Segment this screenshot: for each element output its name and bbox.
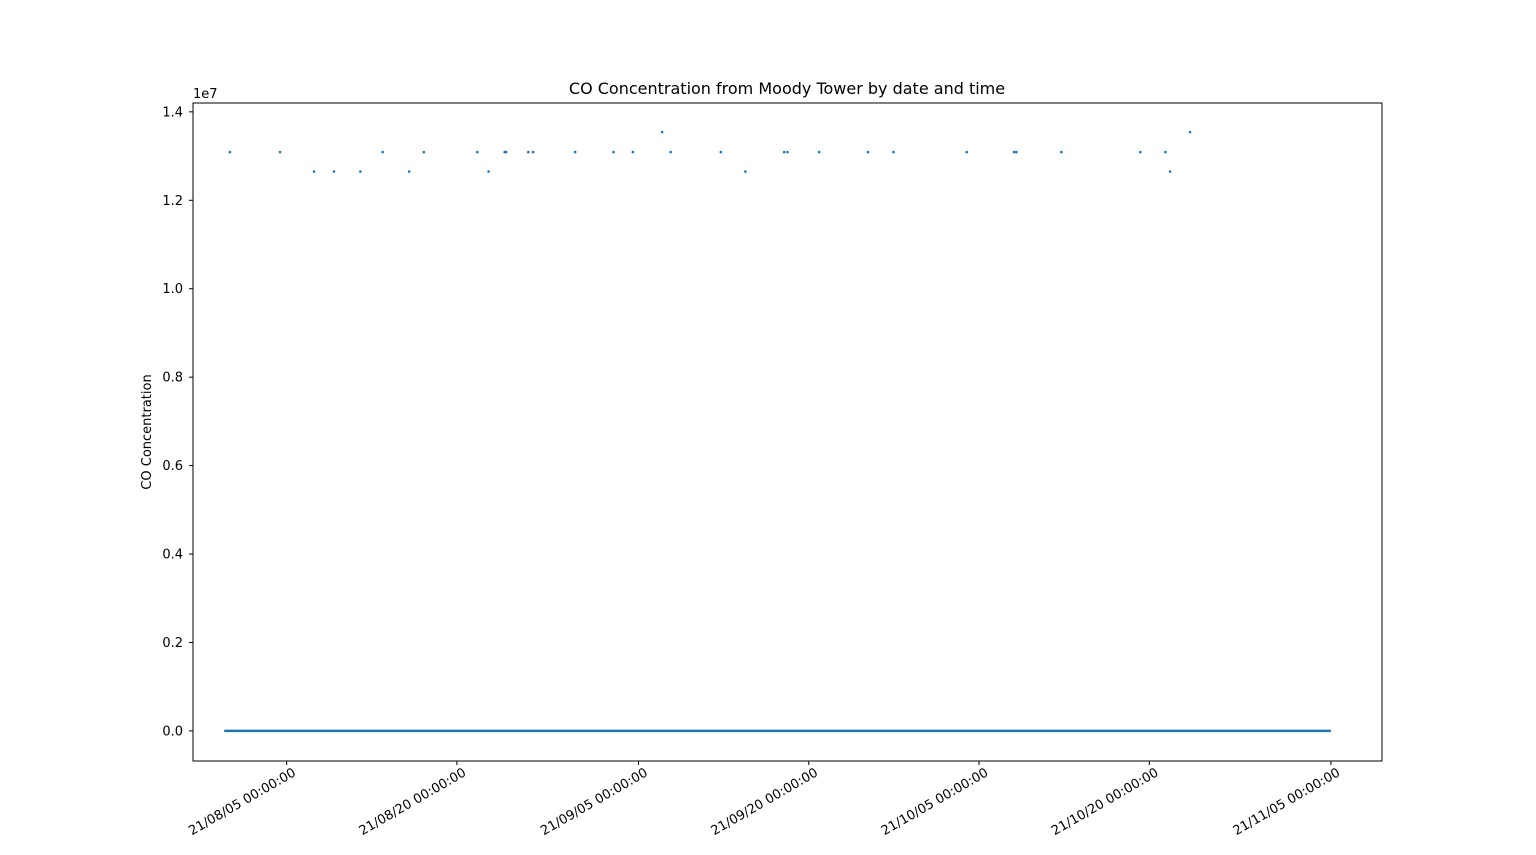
data-point: [1012, 150, 1016, 154]
data-point: [631, 150, 635, 154]
y-tick-label: 0.8: [162, 371, 183, 386]
chart-title: CO Concentration from Moody Tower by dat…: [569, 79, 1005, 98]
y-tick-label: 0.0: [162, 724, 183, 739]
data-point: [744, 170, 747, 173]
data-point: [422, 150, 426, 154]
data-point: [669, 150, 672, 154]
data-point: [332, 170, 336, 173]
y-tick-label: 0.2: [162, 636, 183, 651]
data-point: [531, 150, 535, 154]
data-point: [1015, 150, 1018, 154]
data-point: [782, 150, 786, 154]
data-point: [892, 150, 895, 154]
data-point: [1060, 150, 1063, 154]
plot-area-frame: [192, 102, 1383, 762]
data-point: [817, 150, 821, 154]
data-point: [381, 150, 384, 154]
data-point: [228, 150, 232, 154]
y-tick-label: 0.4: [162, 548, 183, 563]
y-tick-label: 1.4: [162, 105, 183, 120]
data-point: [660, 130, 664, 134]
data-point: [278, 150, 282, 154]
y-offset-label: 1e7: [193, 87, 218, 102]
data-point: [359, 170, 362, 173]
data-point: [475, 150, 479, 154]
data-point: [487, 170, 490, 173]
data-point: [1164, 150, 1167, 154]
data-point: [1188, 130, 1192, 134]
data-point: [573, 150, 577, 154]
data-point: [612, 150, 615, 154]
data-point: [312, 170, 316, 173]
data-point: [965, 150, 969, 154]
data-series: [224, 130, 1331, 733]
y-tick-label: 1.2: [162, 194, 183, 209]
data-point: [1139, 150, 1142, 154]
data-point: [504, 150, 508, 154]
y-tick-label: 1.0: [162, 282, 183, 297]
y-axis-ticks: 0.0 0.2 0.4 0.6 0.8 1.0 1.2 1.4: [162, 105, 193, 739]
data-point: [719, 150, 723, 154]
y-tick-label: 0.6: [162, 459, 183, 474]
y-axis-label: CO Concentration: [140, 374, 155, 489]
data-point: [866, 150, 870, 154]
data-point: [786, 150, 789, 154]
data-point: [407, 170, 411, 173]
data-point: [1168, 170, 1172, 173]
data-point: [527, 150, 530, 154]
